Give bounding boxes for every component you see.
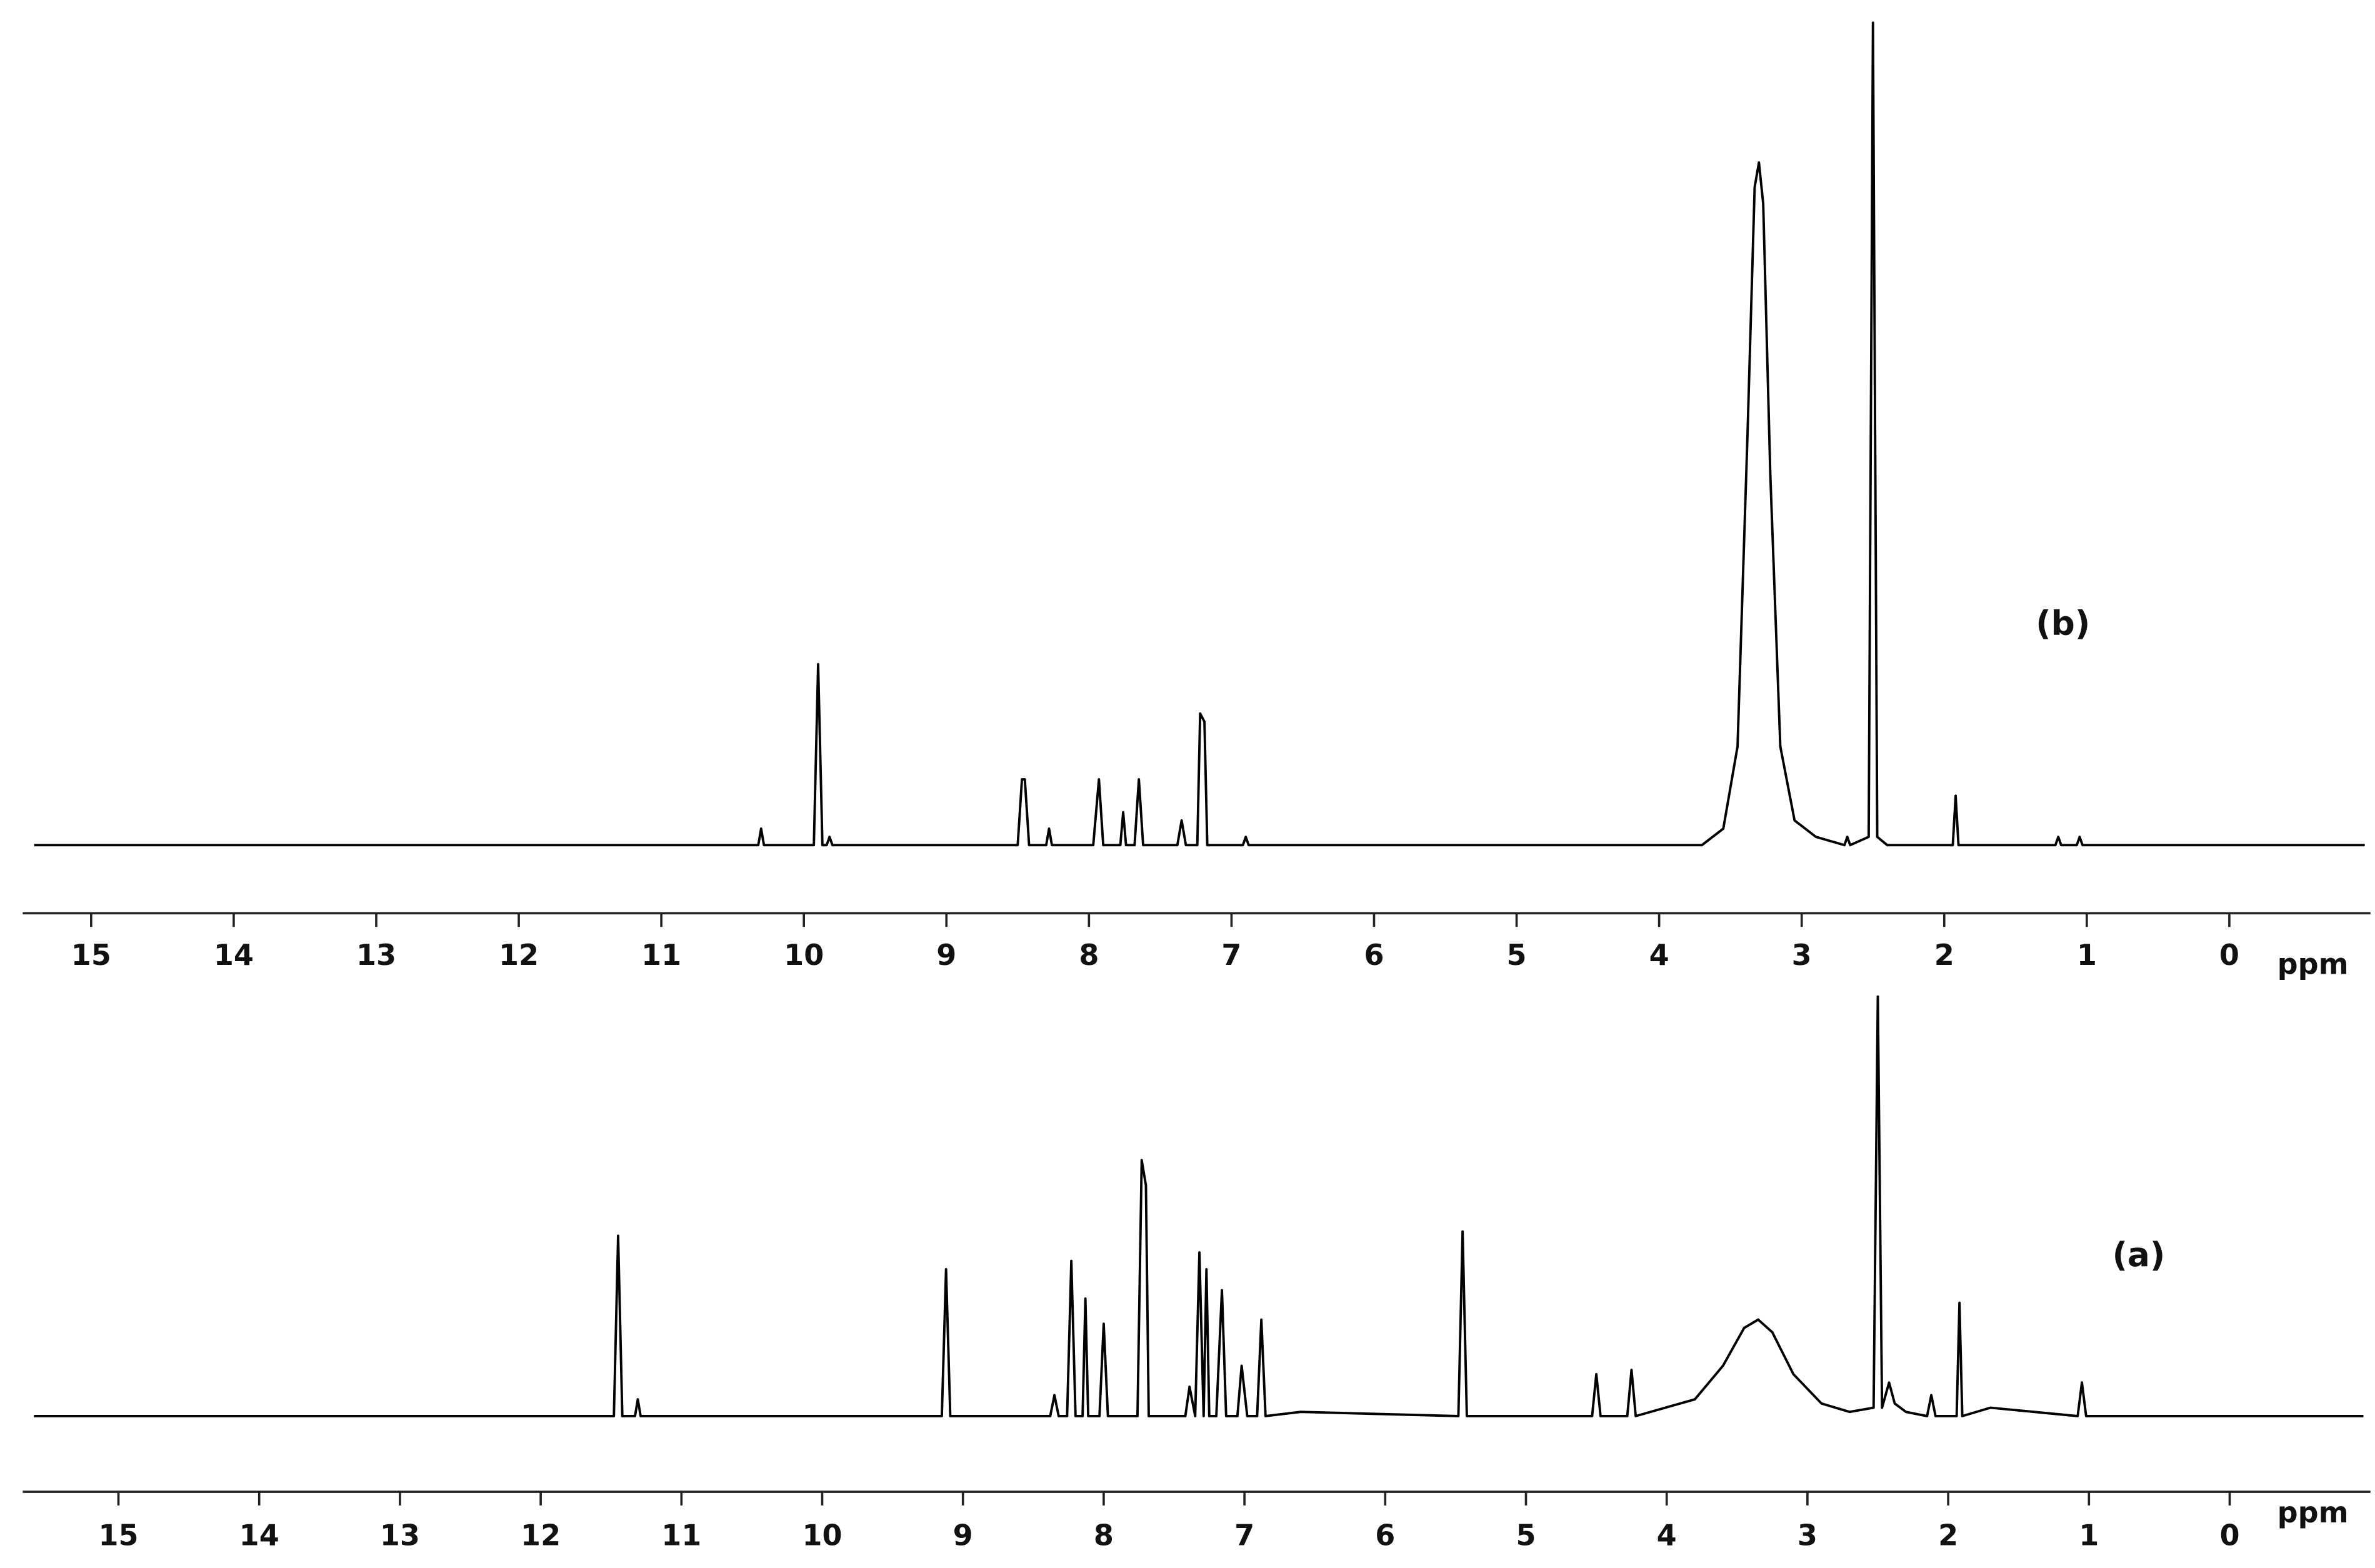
spectrum-line <box>34 995 2364 1417</box>
x-tick-label: 13 <box>380 1518 420 1552</box>
x-tick-label: 4 <box>1649 938 1669 972</box>
x-tick-label: 6 <box>1364 938 1384 972</box>
x-tick-label: 4 <box>1657 1518 1677 1552</box>
x-tick-label: 10 <box>784 938 824 972</box>
spectrum-line <box>34 21 2365 847</box>
x-tick-label: 3 <box>1792 938 1812 972</box>
x-tick-label: 8 <box>1094 1518 1114 1552</box>
x-tick-label: 5 <box>1516 1518 1536 1552</box>
x-tick-label: 5 <box>1507 938 1527 972</box>
x-tick-label: 7 <box>1221 938 1241 972</box>
x-tick-label: 15 <box>71 938 111 972</box>
x-tick-label: 12 <box>521 1518 561 1552</box>
x-axis-label: ppm <box>2278 1496 2349 1529</box>
x-tick-label: 11 <box>661 1518 701 1552</box>
x-tick-label: 10 <box>802 1518 842 1552</box>
x-tick-label: 13 <box>356 938 396 972</box>
spectrum-annotation: (a) <box>2112 1236 2166 1274</box>
x-tick-label: 7 <box>1234 1518 1254 1552</box>
x-tick-label: 9 <box>936 938 956 972</box>
x-tick-label: 14 <box>214 938 254 972</box>
x-tick-label: 2 <box>1934 938 1954 972</box>
x-tick-label: 3 <box>1798 1518 1818 1552</box>
x-tick-label: 1 <box>2079 1518 2099 1552</box>
x-tick-label: 14 <box>239 1518 279 1552</box>
x-tick-label: 15 <box>98 1518 138 1552</box>
x-tick-label: 0 <box>2219 938 2239 972</box>
x-tick-label: 12 <box>499 938 539 972</box>
x-tick-label: 1 <box>2077 938 2097 972</box>
x-tick-label: 6 <box>1375 1518 1395 1552</box>
x-tick-label: 8 <box>1079 938 1099 972</box>
x-tick-label: 0 <box>2219 1518 2239 1552</box>
x-tick-label: 2 <box>1938 1518 1958 1552</box>
x-axis-label: ppm <box>2278 947 2349 981</box>
spectrum-annotation: (b) <box>2036 604 2090 643</box>
x-tick-label: 9 <box>953 1518 973 1552</box>
x-tick-label: 11 <box>641 938 681 972</box>
